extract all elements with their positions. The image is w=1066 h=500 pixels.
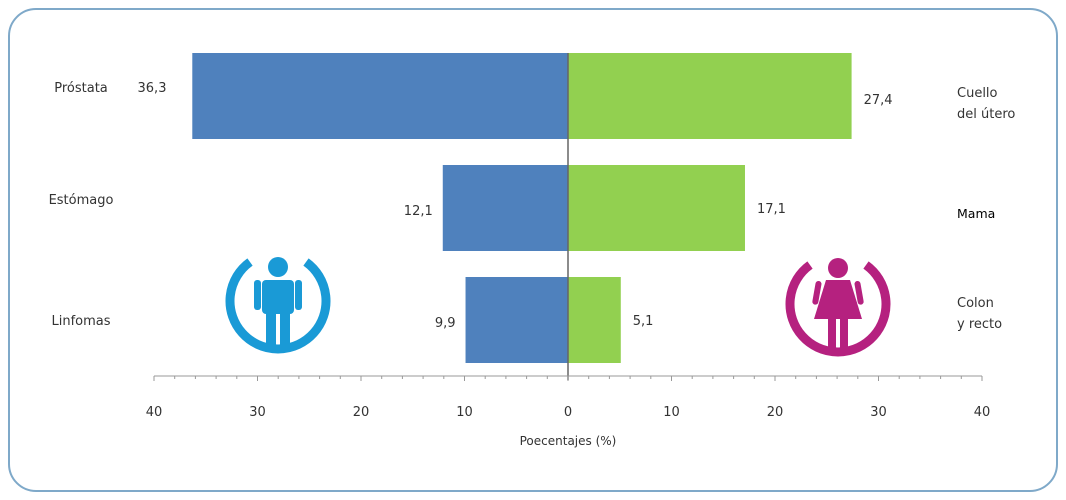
men-value-label-0: 36,3: [138, 81, 167, 96]
x-axis-label: Poecentajes (%): [520, 434, 617, 448]
women-value-label-1: 17,1: [757, 202, 786, 217]
bars-group: [192, 53, 852, 363]
x-tick-label-0: 40: [146, 405, 163, 420]
bar-men-1: [442, 165, 568, 251]
women-category-label-0-line-0: Cuello: [957, 86, 998, 101]
bar-men-0: [192, 53, 569, 139]
men-category-label-2: Linfomas: [51, 314, 110, 329]
bar-women-1: [568, 165, 745, 251]
x-tick-label-3: 10: [456, 405, 473, 420]
labels-group: Próstata 36,3 27,4 Cuello del útero Estómago 1…: [49, 81, 1032, 332]
men-value-label-1: 12,1: [404, 204, 433, 219]
men-value-label-2: 9,9: [435, 316, 456, 331]
male-person-icon: [225, 257, 331, 354]
x-tick-label-6: 20: [767, 405, 784, 420]
women-category-label-2-line-0: Colon: [957, 296, 994, 311]
women-category-label-0-line-1: del útero: [957, 107, 1015, 122]
women-value-label-2: 5,1: [633, 314, 654, 329]
female-person-icon: [785, 258, 891, 357]
x-tick-label-8: 40: [974, 405, 991, 420]
women-category-label-2-line-1: y recto: [957, 317, 1002, 332]
bar-men-2: [465, 277, 568, 363]
men-category-label-1: Estómago: [49, 193, 114, 208]
bar-women-0: [568, 53, 852, 139]
bar-women-2: [568, 277, 621, 363]
mama-label-box: [942, 199, 1032, 229]
x-axis: 40 30 20 10 0 10 20 30 40: [146, 53, 991, 420]
x-tick-label-2: 20: [353, 405, 370, 420]
women-category-label-1: Mama: [957, 206, 995, 221]
x-tick-label-5: 10: [663, 405, 680, 420]
x-tick-label-7: 30: [870, 405, 887, 420]
x-tick-label-4: 0: [564, 405, 572, 420]
women-value-label-0: 27,4: [864, 93, 893, 108]
x-tick-label-1: 30: [249, 405, 266, 420]
men-category-label-0: Próstata: [54, 81, 108, 96]
